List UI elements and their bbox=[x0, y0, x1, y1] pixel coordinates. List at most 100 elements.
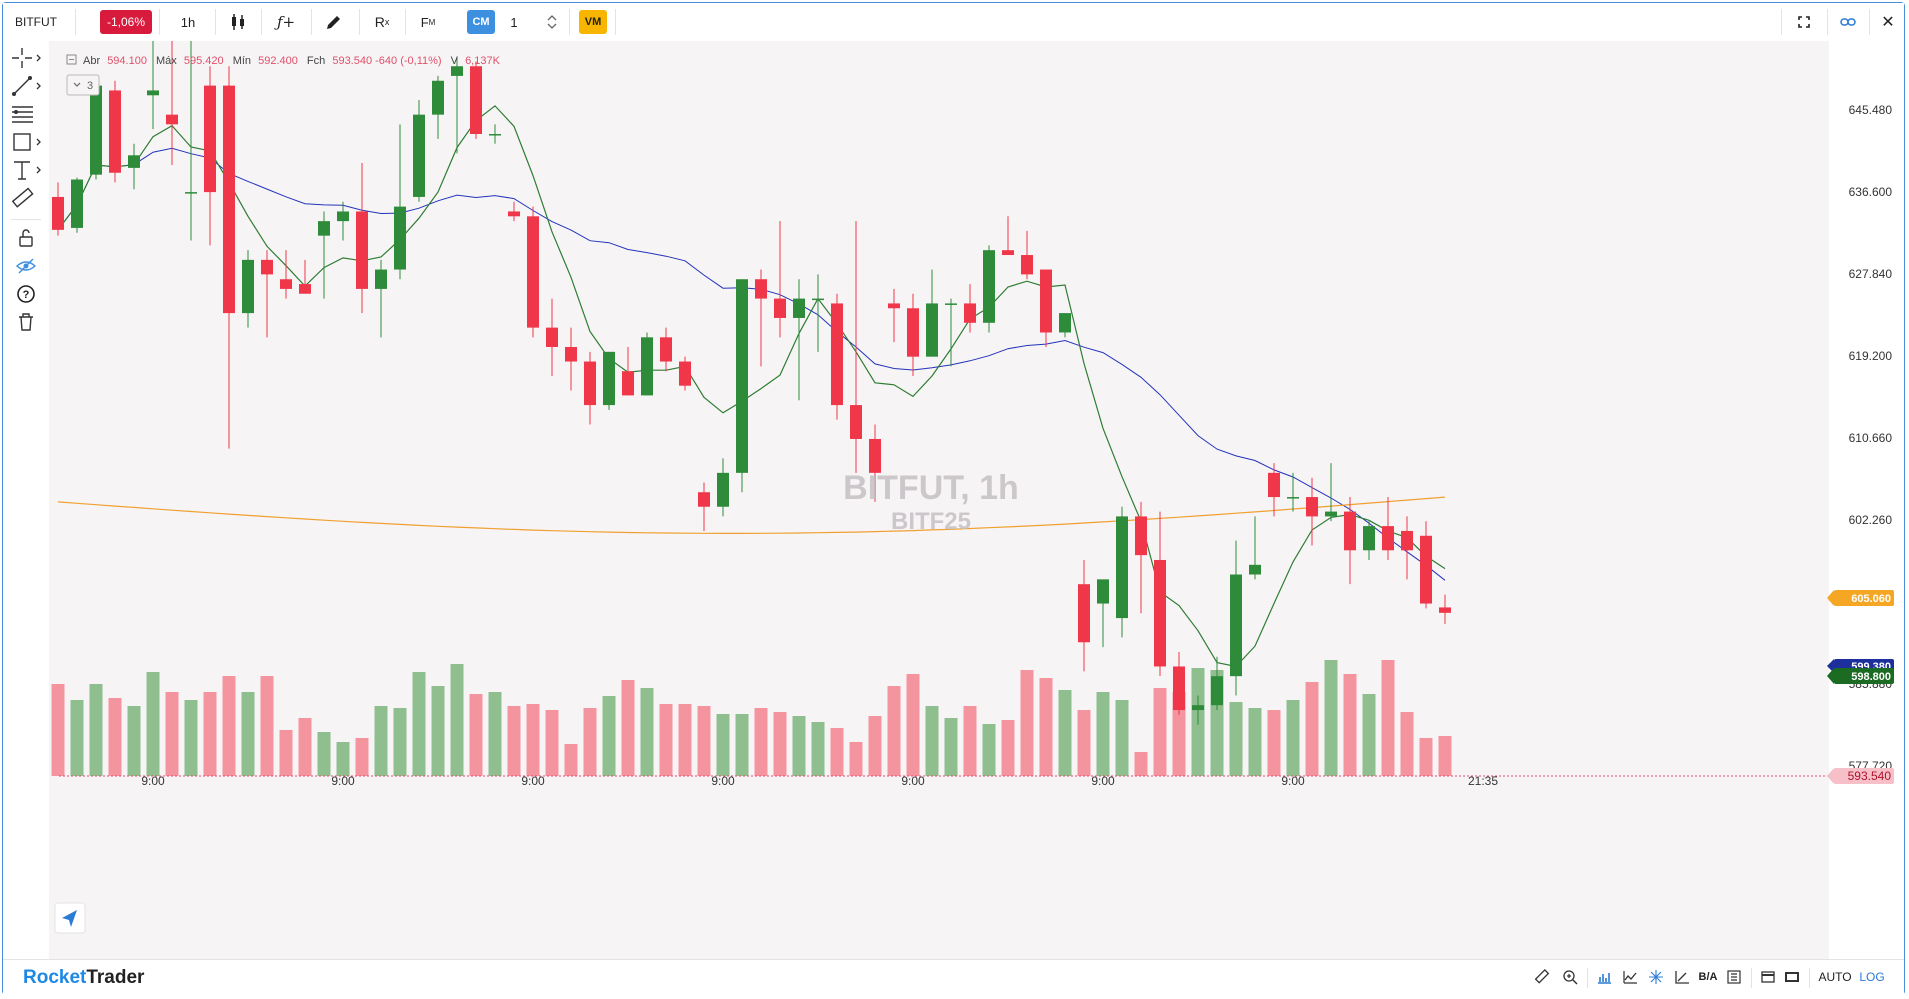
candle-body bbox=[1040, 269, 1052, 333]
svg-text:?: ? bbox=[23, 289, 30, 301]
candle bbox=[166, 37, 178, 165]
candle bbox=[261, 250, 273, 338]
candle bbox=[793, 279, 805, 401]
chart-area[interactable]: BITFUT, 1h BITF25 645.480 636.600 627.840 6… bbox=[49, 17, 1904, 959]
time-axis-label: 9:00 bbox=[521, 774, 545, 788]
candle bbox=[679, 356, 691, 391]
volume-bar bbox=[1343, 674, 1357, 776]
divider bbox=[1587, 968, 1588, 988]
candle-body bbox=[451, 66, 463, 76]
chart-background bbox=[49, 41, 1904, 959]
candle-body bbox=[1268, 472, 1280, 498]
candle-body bbox=[1325, 511, 1337, 517]
link-icon[interactable] bbox=[1835, 3, 1861, 41]
candle bbox=[983, 245, 995, 333]
chevron-down-icon bbox=[73, 82, 81, 87]
candle bbox=[546, 298, 558, 377]
candle bbox=[1097, 579, 1109, 648]
candle bbox=[1173, 651, 1185, 715]
cm-toggle[interactable]: CM bbox=[467, 10, 495, 34]
crosshair-icon[interactable] bbox=[9, 45, 43, 71]
divider bbox=[1751, 968, 1752, 988]
ohlc-legend: Abr 594.100 Máx 595.420 Mín 592.400 Fch … bbox=[66, 54, 501, 96]
fullscreen-icon[interactable] bbox=[1791, 3, 1817, 41]
collapse-icon[interactable] bbox=[66, 54, 77, 65]
volume-bar bbox=[602, 696, 616, 776]
indicators-icon[interactable]: ƒ+ bbox=[276, 13, 296, 31]
line-chart-icon[interactable] bbox=[1619, 966, 1641, 988]
navigate-button[interactable] bbox=[54, 902, 86, 934]
candle bbox=[755, 269, 767, 367]
volume-bar bbox=[127, 706, 141, 776]
candle-body bbox=[1382, 526, 1394, 551]
volume-bar bbox=[51, 684, 65, 776]
cm-value[interactable]: 1 bbox=[510, 14, 518, 30]
candle-body bbox=[850, 405, 862, 439]
table-icon[interactable] bbox=[1757, 966, 1779, 988]
bid-ask-toggle[interactable]: B/A bbox=[1698, 971, 1718, 983]
auto-scale-toggle[interactable]: AUTO bbox=[1818, 970, 1852, 984]
close-icon[interactable]: ✕ bbox=[1881, 14, 1895, 31]
candle-body bbox=[1230, 574, 1242, 677]
lock-icon[interactable] bbox=[9, 225, 43, 251]
indicators-toggle[interactable] bbox=[66, 74, 100, 96]
candle-body bbox=[907, 308, 919, 357]
candle-body bbox=[1306, 497, 1318, 517]
screenshot-icon[interactable] bbox=[1781, 966, 1803, 988]
candlestick-icon[interactable] bbox=[225, 3, 251, 41]
last-price-value: 593.540 bbox=[1848, 769, 1892, 783]
axis-icon[interactable] bbox=[1671, 966, 1693, 988]
rectangle-icon[interactable] bbox=[9, 129, 43, 155]
price-chart[interactable]: BITFUT, 1h BITF25 645.480 636.600 627.840 6… bbox=[49, 17, 1904, 959]
candle bbox=[1116, 506, 1128, 638]
ruler-icon[interactable] bbox=[9, 185, 43, 211]
hide-drawings-icon[interactable] bbox=[9, 253, 43, 279]
log-scale-toggle[interactable]: LOG bbox=[1859, 970, 1885, 984]
dom-icon[interactable] bbox=[1723, 966, 1745, 988]
candle-body bbox=[166, 114, 178, 125]
volume-bar bbox=[1362, 694, 1376, 776]
candle-body bbox=[1249, 564, 1261, 575]
volume-bar bbox=[811, 722, 825, 776]
time-axis-label: 9:00 bbox=[331, 774, 355, 788]
symbol-selector[interactable]: BITFUT bbox=[15, 15, 57, 29]
volume-bar bbox=[1153, 688, 1167, 776]
trendline-icon[interactable] bbox=[9, 73, 43, 99]
text-tool-icon[interactable] bbox=[9, 157, 43, 183]
volume-bar bbox=[1267, 710, 1281, 776]
candle bbox=[603, 351, 615, 410]
candle bbox=[584, 351, 596, 425]
candle-body bbox=[489, 134, 501, 136]
ruler-icon[interactable] bbox=[1531, 966, 1553, 988]
timeframe-selector[interactable]: 1h bbox=[180, 14, 196, 30]
candle bbox=[470, 61, 482, 139]
stepper-icon[interactable] bbox=[545, 3, 559, 41]
ma-fast-badge bbox=[1834, 668, 1894, 684]
help-icon[interactable]: ? bbox=[9, 281, 43, 307]
fibonacci-icon[interactable] bbox=[9, 101, 43, 127]
change-badge: -1,06% bbox=[100, 10, 152, 34]
volume-bar bbox=[887, 686, 901, 776]
zoom-icon[interactable] bbox=[1559, 966, 1581, 988]
vm-toggle[interactable]: VM bbox=[579, 10, 607, 34]
trash-icon[interactable] bbox=[9, 309, 43, 335]
volume-bar bbox=[944, 718, 958, 776]
volume-bar bbox=[89, 684, 103, 776]
candle bbox=[1230, 540, 1242, 696]
candle bbox=[394, 124, 406, 280]
volume-bar bbox=[1419, 738, 1433, 776]
volume-bar bbox=[374, 706, 388, 776]
pencil-icon[interactable] bbox=[321, 3, 347, 41]
divider bbox=[359, 9, 360, 35]
candle bbox=[527, 206, 539, 338]
ma-fast-line bbox=[57, 105, 1446, 668]
candle bbox=[698, 482, 710, 531]
bar-chart-icon[interactable] bbox=[1593, 966, 1615, 988]
candle bbox=[413, 100, 425, 202]
time-axis-label: 9:00 bbox=[711, 774, 735, 788]
pattern-icon[interactable] bbox=[1645, 966, 1667, 988]
volume-bar bbox=[108, 698, 122, 776]
